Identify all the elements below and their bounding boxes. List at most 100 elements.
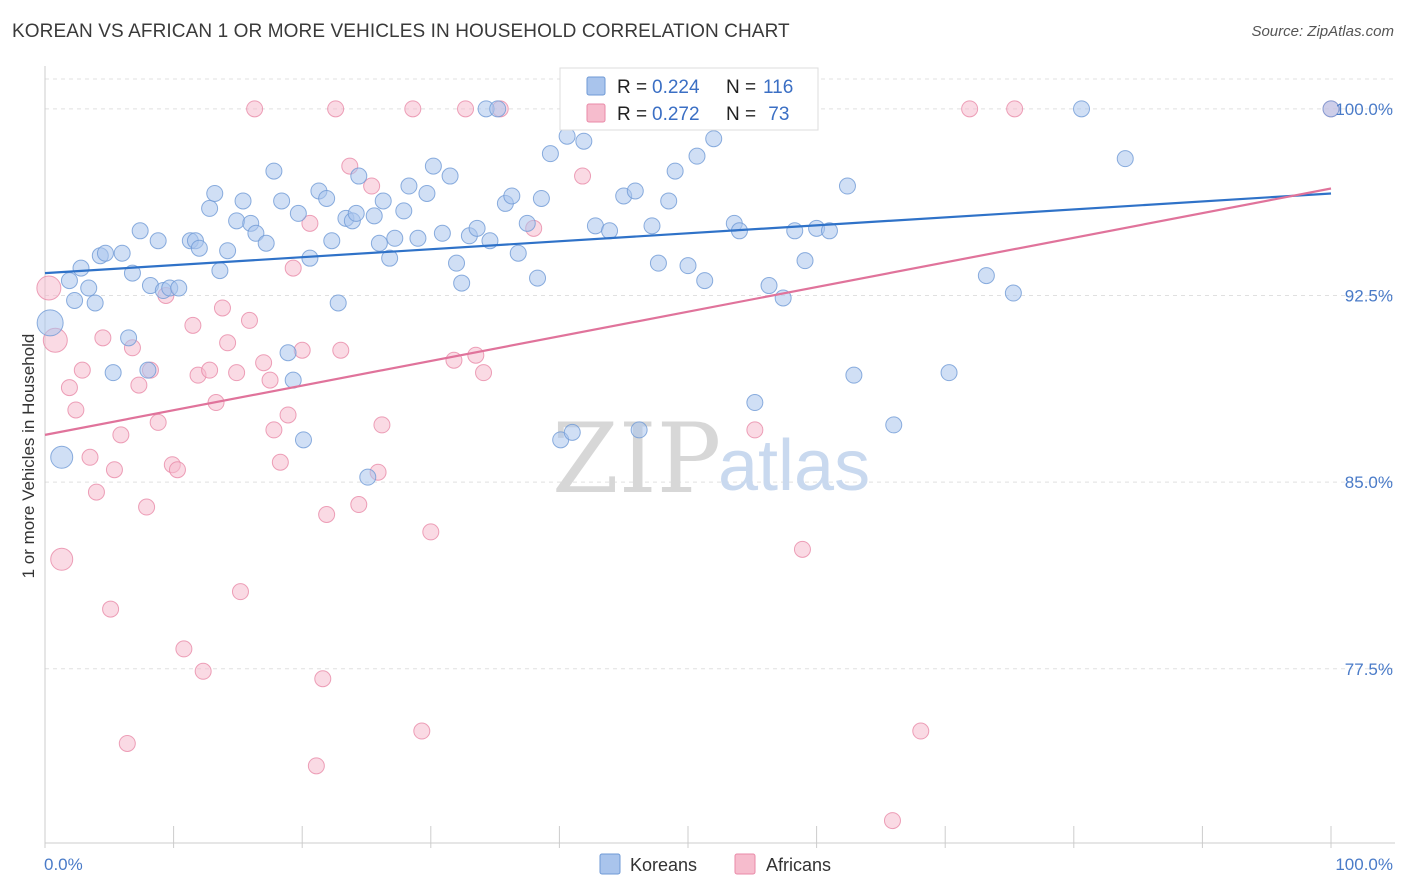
koreans-trend-line [44, 192, 1332, 275]
koreans-n-value: 116 [763, 77, 793, 98]
african-point [219, 334, 237, 352]
y-tick-label: 77.5% [1345, 660, 1393, 679]
watermark-atlas: atlas [718, 426, 870, 506]
african-point [228, 364, 246, 382]
african-point [457, 100, 475, 118]
african-point [746, 421, 764, 439]
korean-point [940, 364, 958, 382]
korean-point [381, 249, 399, 267]
korean-point [104, 364, 122, 382]
korean-point [359, 468, 377, 486]
african-point [175, 640, 193, 658]
korean-point [170, 279, 188, 297]
koreans-r-value: 0.224 [652, 77, 700, 98]
korean-point [845, 366, 863, 384]
korean-point [424, 157, 442, 175]
korean-point [66, 291, 84, 309]
korean-point [370, 234, 388, 252]
african-point [475, 364, 493, 382]
stats-legend: R = 0.224 N = 116 R = 0.272 N = 73 [559, 67, 819, 131]
y-axis-title: 1 or more Vehicles in Household [19, 334, 38, 579]
korean-point [211, 262, 229, 280]
african-point [301, 214, 319, 232]
african-point [201, 361, 219, 379]
korean-point [885, 416, 903, 434]
korean-point [489, 100, 507, 118]
african-point [314, 670, 332, 688]
koreans-n-label: N = [726, 77, 756, 98]
african-point [81, 448, 99, 466]
korean-point [575, 132, 593, 150]
korean-point [786, 222, 804, 240]
korean-point [746, 394, 764, 412]
korean-point [441, 167, 459, 185]
african-point [149, 413, 167, 431]
korean-point [395, 202, 413, 220]
african-point [231, 583, 249, 601]
korean-point [977, 267, 995, 285]
african-point [94, 329, 112, 347]
african-point [293, 341, 311, 359]
korean-point [448, 254, 466, 272]
korean-point [219, 242, 237, 260]
korean-point [301, 249, 319, 267]
chart-title: KOREAN VS AFRICAN 1 OR MORE VEHICLES IN … [12, 21, 790, 42]
y-tick-labels: 77.5% 85.0% 92.5% 100.0% [1335, 100, 1393, 679]
african-point [213, 299, 231, 317]
korean-point [418, 184, 436, 202]
korean-point [86, 294, 104, 312]
korean-point [660, 192, 678, 210]
african-point [373, 416, 391, 434]
korean-point [365, 207, 383, 225]
korean-point [696, 272, 714, 290]
korean-point [96, 244, 114, 262]
korean-point [509, 244, 527, 262]
korean-point [400, 177, 418, 195]
africans-n-value: 73 [763, 104, 789, 125]
african-point [279, 406, 297, 424]
african-point [261, 371, 279, 389]
x-tick-labels: 0.0% 100.0% [44, 855, 1393, 874]
african-point [404, 100, 422, 118]
legend-africans-swatch [734, 853, 756, 875]
korean-point [123, 264, 141, 282]
axes [44, 66, 1395, 848]
grid-lines [45, 78, 1395, 670]
africans-trend-line [44, 187, 1332, 436]
korean-point [350, 167, 368, 185]
korean-point [113, 244, 131, 262]
african-point [50, 547, 74, 571]
african-point [574, 167, 592, 185]
africans-r-value: 0.272 [652, 104, 700, 125]
african-point [118, 734, 136, 752]
african-point [184, 316, 202, 334]
korean-point [206, 184, 224, 202]
legend-koreans-swatch [599, 853, 621, 875]
african-point [363, 177, 381, 195]
africans-n-label: N = [726, 104, 756, 125]
korean-point [190, 239, 208, 257]
korean-point [643, 217, 661, 235]
african-point [793, 540, 811, 558]
african-point [67, 401, 85, 419]
african-point [307, 757, 325, 775]
african-point [961, 100, 979, 118]
korean-point [760, 277, 778, 295]
korean-point [541, 145, 559, 163]
korean-point [409, 229, 427, 247]
korean-point [318, 189, 336, 207]
korean-point [386, 229, 404, 247]
korean-point [265, 162, 283, 180]
legend-africans-label: Africans [766, 855, 831, 875]
african-point [194, 662, 212, 680]
african-point [318, 506, 336, 524]
korean-point [666, 162, 684, 180]
korean-point [374, 192, 392, 210]
korean-point [529, 269, 547, 287]
african-point [327, 100, 345, 118]
african-point [138, 498, 156, 516]
korean-point [139, 361, 157, 379]
korean-point [433, 224, 451, 242]
korean-point [120, 329, 138, 347]
korean-point [228, 212, 246, 230]
